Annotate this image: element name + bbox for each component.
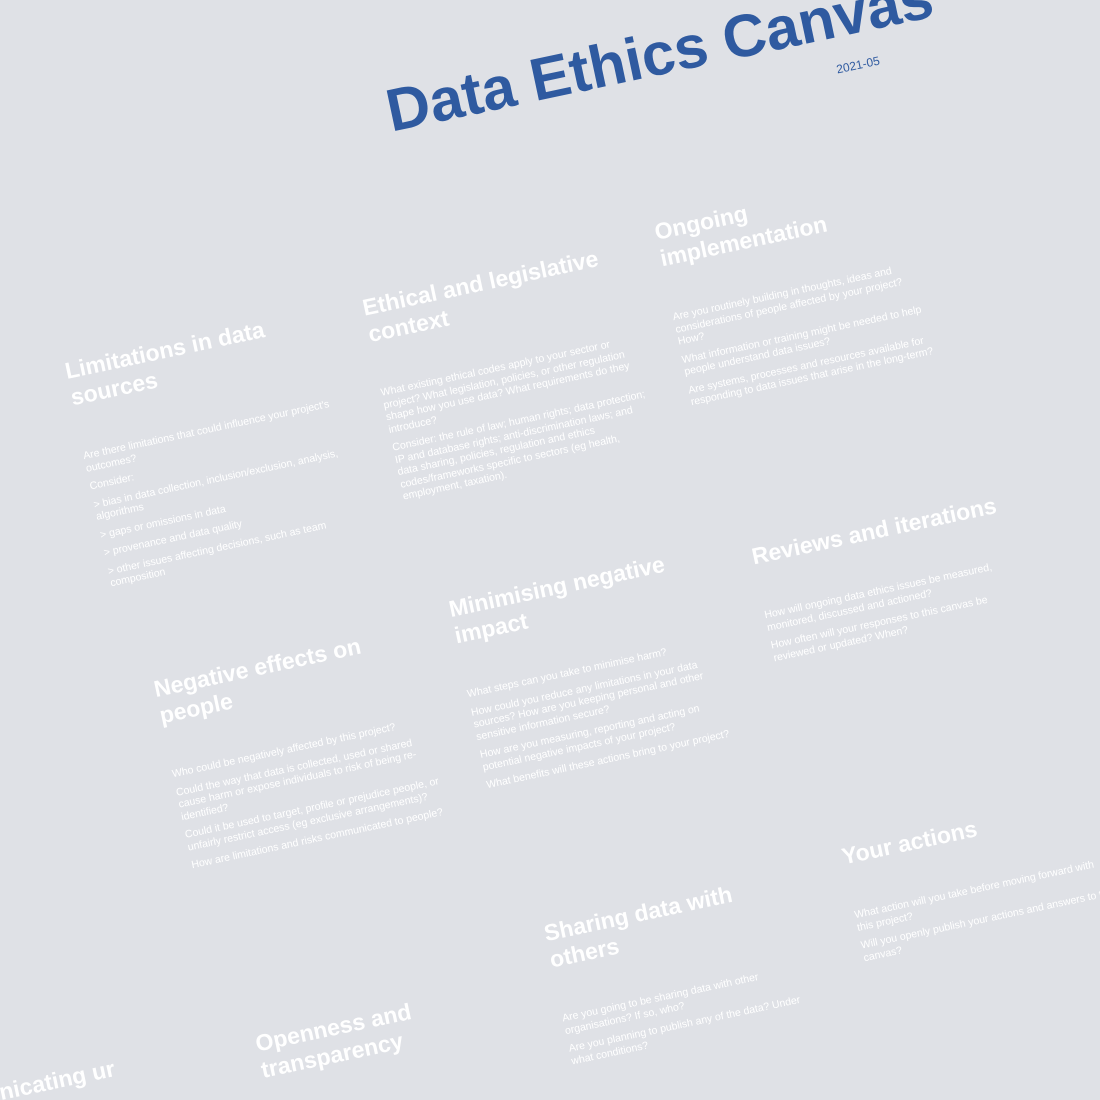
poster: Limitations in data sources Are there lim… [0,0,1100,1100]
page: Limitations in data sources Are there lim… [0,0,1100,1100]
